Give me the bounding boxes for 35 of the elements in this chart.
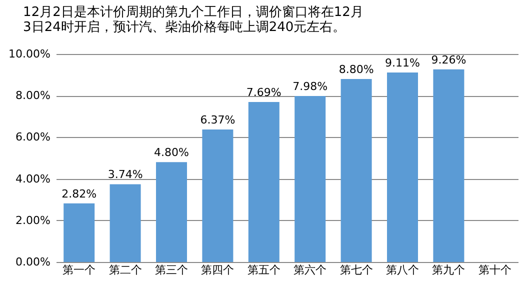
- data-label: 4.80%: [154, 146, 189, 160]
- x-tick-label: 第四个: [201, 264, 234, 276]
- x-tick-label: 第十个: [478, 264, 512, 276]
- data-label: 7.98%: [292, 80, 328, 94]
- x-tick-label: 第七个: [340, 264, 373, 276]
- data-label: 9.11%: [385, 56, 420, 70]
- x-tick-label: 第二个: [108, 264, 142, 276]
- x-tick-label: 第五个: [247, 264, 280, 276]
- x-tick-label: 第三个: [155, 264, 188, 276]
- y-tick-label: 10.00%: [8, 48, 50, 60]
- y-tick-label: 8.00%: [16, 89, 50, 102]
- y-tick-label: 0.00%: [16, 256, 50, 268]
- bar: [248, 102, 280, 262]
- data-label: 7.69%: [246, 86, 282, 100]
- bar: [110, 184, 141, 262]
- data-label: 6.37%: [200, 114, 236, 127]
- y-tick-label: 6.00%: [16, 130, 50, 144]
- chart-title: 12月2日是本计价周期的第九个工作日，调价窗口将在12月 3日24时开启，预计汽、柴油价格每吨上调240元左右。: [23, 4, 364, 35]
- x-tick-label: 第九个: [432, 264, 466, 276]
- bar: [156, 162, 187, 262]
- bar: [202, 130, 234, 262]
- x-tick-label: 第八个: [386, 264, 419, 276]
- x-tick-label: 第一个: [62, 264, 96, 276]
- data-label: 3.74%: [108, 168, 143, 182]
- bar: [433, 69, 464, 262]
- data-label: 2.82%: [62, 187, 97, 200]
- y-tick-label: 4.00%: [16, 172, 50, 186]
- x-tick-label: 第六个: [294, 264, 327, 276]
- bar: [387, 72, 418, 262]
- bar: [64, 203, 95, 262]
- bar: [294, 96, 326, 262]
- y-tick-label: 2.00%: [16, 214, 50, 227]
- bar: [340, 78, 372, 262]
- data-label: 8.80%: [338, 62, 374, 76]
- data-label: 9.26%: [431, 53, 466, 66]
